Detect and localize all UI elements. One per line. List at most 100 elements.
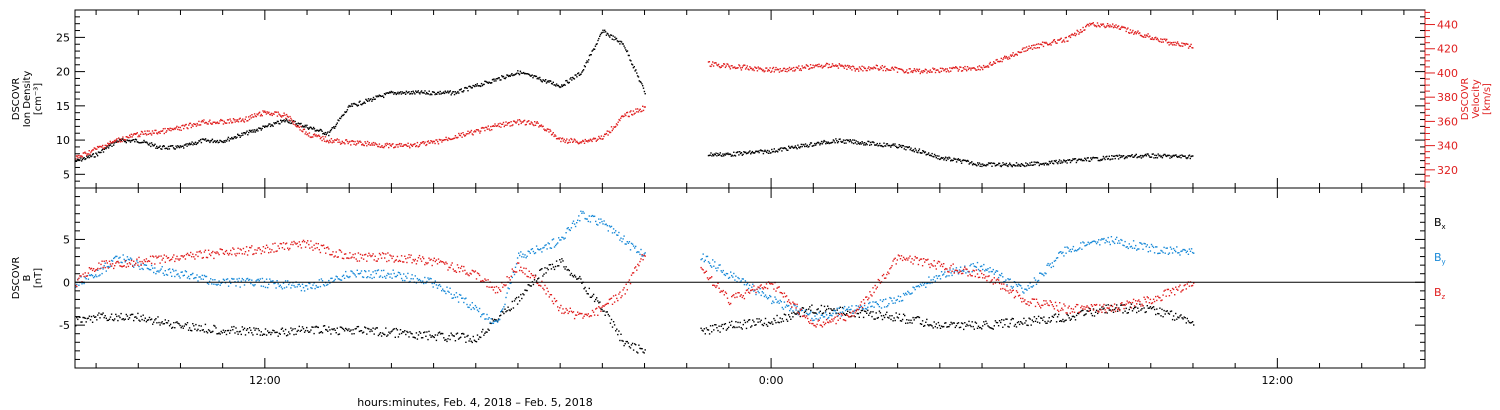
by-point (761, 291, 763, 293)
density-point (779, 147, 781, 150)
bz-point (512, 270, 515, 272)
velocity-point (978, 65, 981, 67)
density-point (84, 158, 86, 161)
velocity-point (609, 131, 611, 134)
velocity-point (193, 123, 195, 125)
bx-point (709, 325, 712, 327)
by-point (155, 273, 157, 275)
velocity-point (1189, 45, 1191, 47)
velocity-point (1114, 26, 1116, 28)
velocity-point (1005, 55, 1008, 58)
by-point (833, 309, 835, 312)
by-point (128, 259, 131, 261)
by-point (162, 272, 164, 274)
density-point (1049, 162, 1051, 164)
density-point (1100, 158, 1102, 161)
density-point (268, 123, 270, 125)
by-point (914, 288, 916, 291)
density-point (913, 151, 916, 153)
density-point (1161, 157, 1164, 159)
density-point (1054, 160, 1056, 163)
velocity-point (920, 71, 922, 73)
density-point (362, 102, 365, 104)
velocity-point (794, 69, 797, 71)
bx-point (1109, 309, 1111, 311)
velocity-point (1176, 42, 1178, 44)
velocity-point (870, 67, 873, 70)
by-point (1165, 247, 1167, 249)
density-point (366, 100, 369, 102)
by-point (1146, 244, 1148, 246)
bz-point (499, 289, 501, 291)
bz-point (410, 254, 412, 256)
bx-point (351, 333, 353, 335)
bx-point (997, 325, 1000, 327)
bx-point (336, 327, 338, 329)
density-point (1046, 164, 1048, 166)
bz-point (311, 246, 313, 248)
by-point (300, 289, 303, 292)
density-point (1056, 161, 1058, 164)
by-point (808, 313, 810, 316)
density-point (516, 72, 518, 74)
velocity-point (155, 129, 157, 132)
velocity-point (485, 126, 487, 128)
density-point (1036, 161, 1039, 163)
by-point (1036, 280, 1039, 282)
density-point (875, 144, 878, 146)
bx-point (532, 283, 535, 286)
by-point (425, 282, 427, 284)
velocity-point (612, 128, 614, 130)
velocity-point (1110, 26, 1112, 28)
velocity-point (188, 124, 190, 126)
density-point (526, 73, 528, 75)
density-point (613, 39, 615, 41)
by-point (1089, 242, 1091, 244)
bx-point (778, 321, 780, 324)
by-point (605, 223, 607, 225)
bx-point (613, 324, 616, 326)
by-point (490, 318, 492, 320)
density-point (503, 77, 505, 79)
density-point (498, 77, 500, 79)
bz-point (123, 265, 125, 267)
bx-point (574, 276, 577, 278)
bx-point (91, 321, 94, 323)
velocity-point (1089, 22, 1091, 25)
bx-point (733, 325, 735, 328)
density-point (607, 33, 609, 35)
density-point (813, 144, 815, 147)
density-point (467, 90, 469, 92)
density-point (615, 37, 618, 40)
bx-point (162, 323, 164, 325)
by-point (428, 278, 430, 281)
velocity-point (224, 122, 226, 124)
density-point (371, 100, 373, 102)
by-point (1169, 246, 1172, 248)
velocity-point (1168, 44, 1170, 46)
bx-point (549, 264, 551, 266)
velocity-point (373, 144, 376, 146)
by-point (99, 274, 101, 276)
bz-point (485, 279, 487, 281)
bx-point (1121, 304, 1123, 306)
density-point (868, 140, 870, 143)
velocity-point (993, 62, 996, 64)
bz-point (164, 261, 166, 263)
velocity-point (774, 69, 776, 71)
by-point (514, 266, 517, 268)
by-point (1065, 252, 1067, 254)
by-point (776, 301, 778, 304)
density-point (406, 92, 408, 94)
density-point (413, 92, 415, 94)
velocity-point (938, 71, 940, 73)
density-point (577, 72, 580, 74)
density-point (135, 139, 138, 141)
by-point (178, 275, 180, 277)
velocity-point (980, 66, 982, 68)
bx-point (577, 278, 579, 280)
bx-point (381, 332, 384, 334)
by-point (1161, 250, 1163, 252)
density-point (110, 142, 112, 145)
velocity-point (161, 130, 163, 132)
